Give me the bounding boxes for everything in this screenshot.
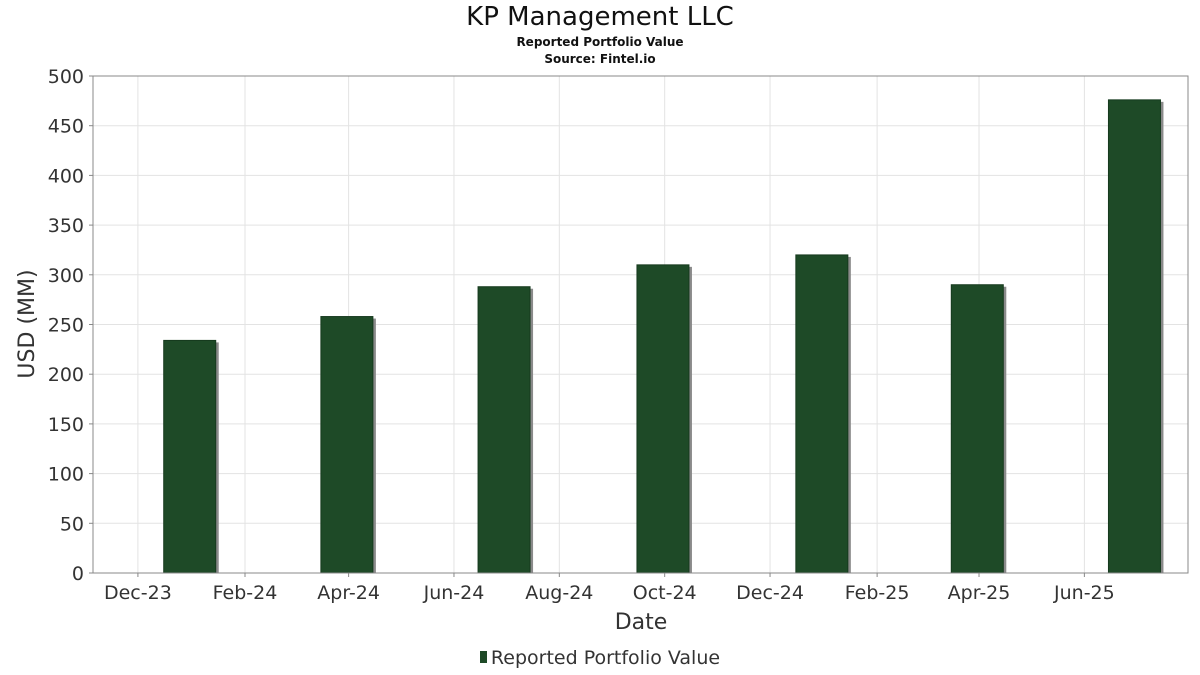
bar [477, 286, 531, 574]
y-tick-label: 400 [48, 165, 84, 187]
chart-source: Source: Fintel.io [544, 52, 656, 66]
legend-label: Reported Portfolio Value [490, 647, 721, 669]
bar [1107, 99, 1161, 574]
x-tick-label: Feb-24 [213, 582, 278, 604]
x-tick-label: Dec-23 [104, 582, 172, 604]
y-tick-label: 150 [48, 414, 84, 436]
chart-title: KP Management LLC [466, 2, 734, 32]
y-tick-label: 300 [48, 265, 84, 287]
y-tick-label: 450 [48, 116, 84, 138]
y-tick-label: 200 [48, 364, 84, 386]
y-tick-label: 500 [48, 66, 84, 88]
y-tick-label: 100 [48, 464, 84, 486]
x-axis-title: Date [615, 610, 668, 635]
legend-swatch [479, 651, 487, 663]
legend: Reported Portfolio Value [0, 647, 1200, 669]
x-tick-label: Apr-24 [317, 582, 380, 604]
x-tick-label: Jun-24 [423, 582, 485, 604]
x-tick-label: Feb-25 [845, 582, 910, 604]
y-tick-label: 50 [60, 513, 84, 535]
y-tick-label: 0 [72, 563, 84, 585]
bar [636, 264, 690, 574]
bar [795, 254, 849, 574]
x-tick-label: Dec-24 [736, 582, 804, 604]
x-tick-label: Oct-24 [633, 582, 697, 604]
y-tick-label: 350 [48, 215, 84, 237]
y-tick-label: 250 [48, 315, 84, 337]
bar [950, 284, 1004, 574]
x-tick-label: Apr-25 [948, 582, 1011, 604]
bar [163, 339, 217, 574]
chart-subtitle: Reported Portfolio Value [516, 35, 684, 49]
y-axis-title: USD (MM) [15, 269, 40, 378]
bar [320, 316, 374, 574]
x-tick-label: Aug-24 [525, 582, 593, 604]
x-tick-label: Jun-25 [1053, 582, 1115, 604]
